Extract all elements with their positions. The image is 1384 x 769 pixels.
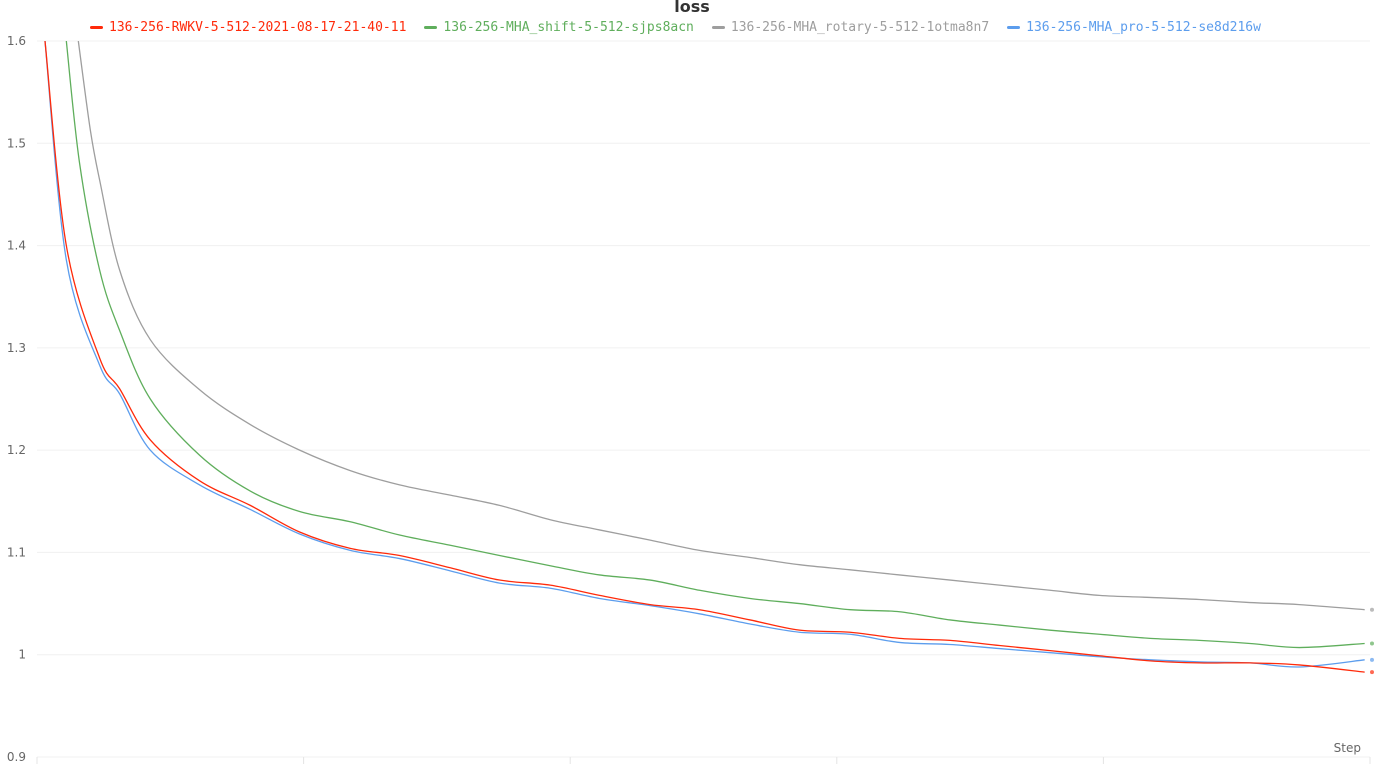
y-tick-label: 1.2 bbox=[7, 443, 26, 457]
y-tick-label: 1.4 bbox=[7, 239, 26, 253]
series-end-dot bbox=[1370, 670, 1374, 675]
series-line-0 bbox=[44, 41, 1365, 673]
legend-item[interactable]: 136-256-MHA_rotary-5-512-1otma8n7 bbox=[711, 20, 990, 35]
y-tick-label: 0.9 bbox=[7, 750, 26, 764]
legend-swatch bbox=[90, 26, 103, 29]
legend: 136-256-RWKV-5-512-2021-08-17-21-40-11 13… bbox=[90, 20, 1261, 35]
series-end-dot bbox=[1370, 641, 1374, 646]
legend-item[interactable]: 136-256-MHA_shift-5-512-sjps8acn bbox=[424, 20, 694, 35]
series-end-dot bbox=[1370, 657, 1374, 662]
series-end-dot bbox=[1370, 607, 1374, 612]
legend-label: 136-256-MHA_rotary-5-512-1otma8n7 bbox=[730, 20, 990, 35]
x-axis-label: Step bbox=[1334, 741, 1361, 755]
series-line-2 bbox=[77, 41, 1365, 611]
series-line-3 bbox=[44, 41, 1365, 668]
y-tick-label: 1.1 bbox=[7, 545, 26, 559]
legend-swatch bbox=[711, 26, 725, 29]
y-tick-label: 1.5 bbox=[7, 136, 26, 150]
chart-title: loss bbox=[674, 0, 710, 16]
legend-label: 136-256-RWKV-5-512-2021-08-17-21-40-11 bbox=[109, 20, 407, 35]
legend-item[interactable]: 136-256-RWKV-5-512-2021-08-17-21-40-11 bbox=[90, 20, 406, 35]
series-line-1 bbox=[65, 41, 1365, 649]
y-tick-label: 1.3 bbox=[7, 341, 26, 355]
legend-item[interactable]: 136-256-MHA_pro-5-512-se8d216w bbox=[1007, 20, 1261, 35]
legend-label: 136-256-MHA_pro-5-512-se8d216w bbox=[1026, 20, 1261, 35]
y-tick-label: 1 bbox=[18, 648, 26, 662]
legend-swatch bbox=[424, 26, 438, 29]
y-tick-label: 1.6 bbox=[7, 34, 26, 48]
legend-label: 136-256-MHA_shift-5-512-sjps8acn bbox=[443, 20, 694, 35]
legend-swatch bbox=[1007, 26, 1021, 29]
